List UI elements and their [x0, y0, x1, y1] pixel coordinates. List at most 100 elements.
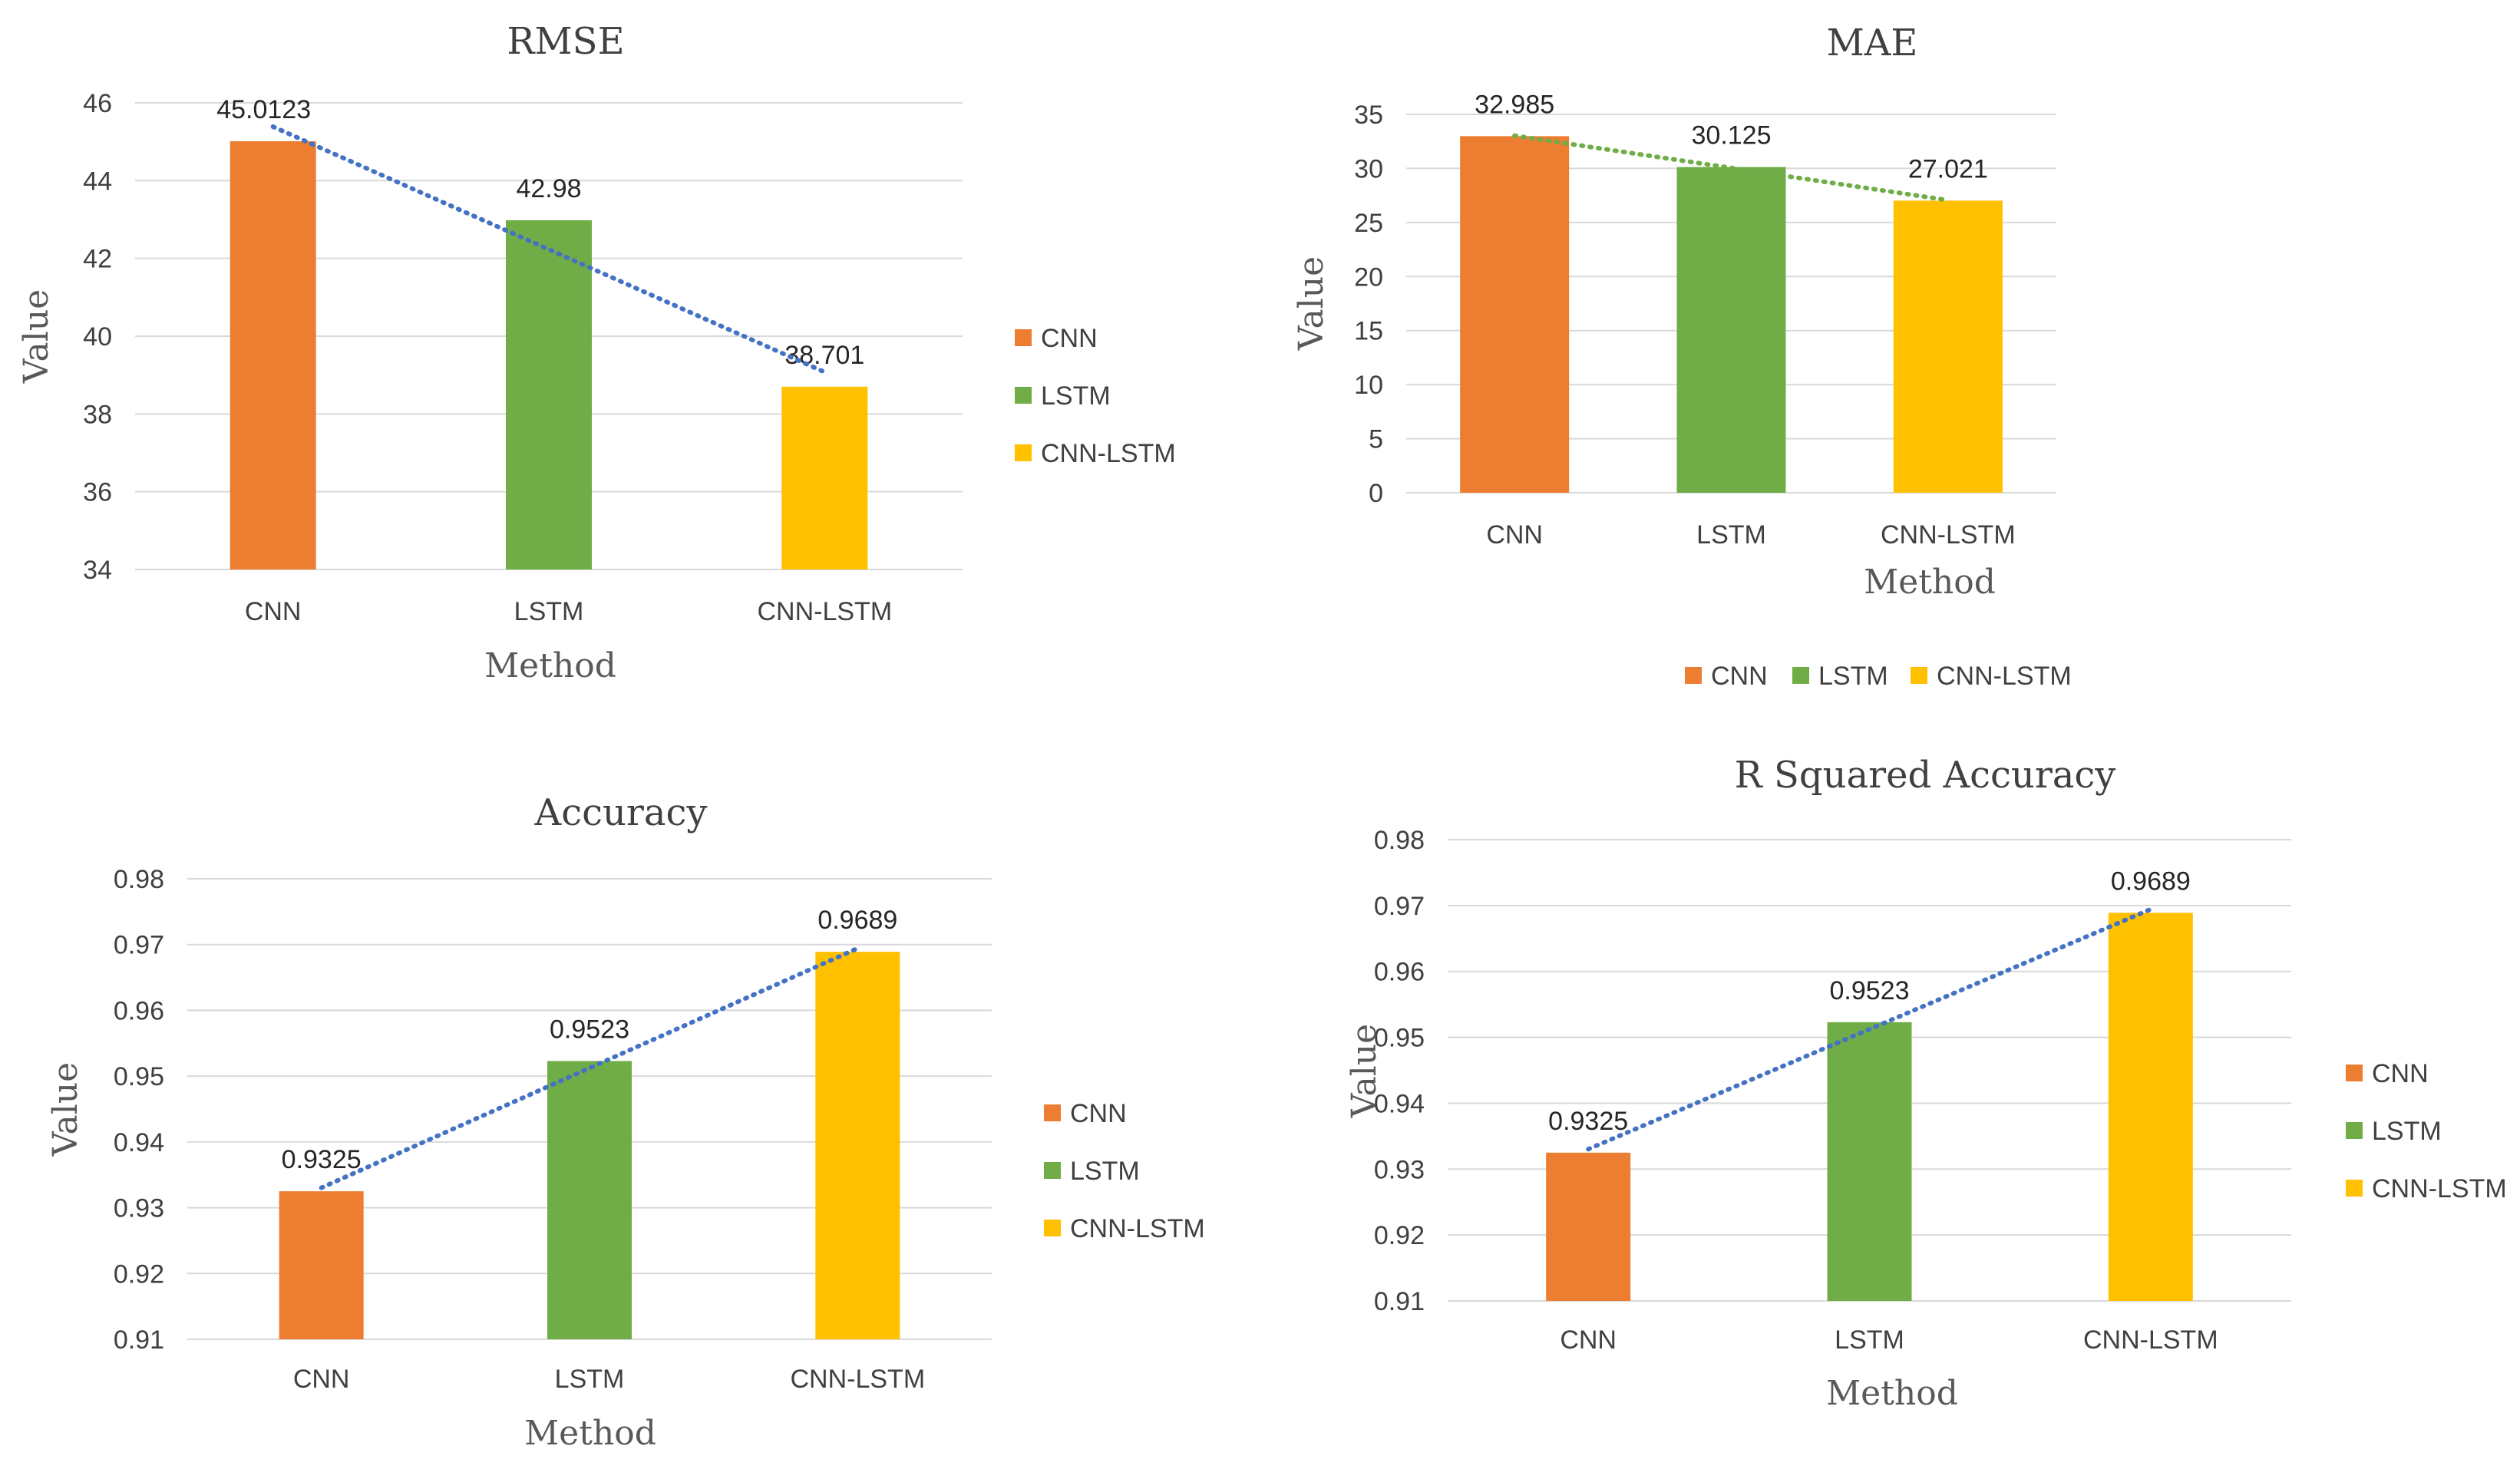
y-tick-label: 0.94: [1374, 1089, 1425, 1118]
data-label: 27.021: [1908, 154, 1988, 183]
y-tick-label: 0.91: [1374, 1287, 1425, 1316]
legend-label: CNN-LSTM: [1937, 662, 2072, 691]
legend-label: CNN-LSTM: [1041, 439, 1176, 468]
legend-label: CNN-LSTM: [1070, 1214, 1205, 1243]
bar-cnn-lstm: [815, 952, 900, 1339]
y-tick-label: 34: [83, 556, 112, 585]
y-tick-label: 0.96: [1374, 958, 1425, 987]
y-tick-label: 0.95: [1374, 1024, 1425, 1053]
bar-lstm: [1676, 167, 1786, 494]
legend: CNN LSTM CNN-LSTM: [1685, 662, 2072, 691]
y-tick-label: 20: [1354, 262, 1383, 292]
chart-title: R Squared Accuracy: [1735, 754, 2116, 797]
x-axis-label: Method: [484, 646, 616, 685]
x-tick-label: CNN-LSTM: [790, 1365, 925, 1394]
legend-swatch-lstm: [2346, 1122, 2363, 1139]
legend-label: LSTM: [1041, 381, 1111, 411]
y-tick-label: 38: [83, 400, 112, 429]
x-tick-label: LSTM: [1696, 520, 1766, 550]
y-tick-label: 40: [83, 322, 112, 352]
data-label: 38.701: [784, 341, 864, 370]
y-tick-label: 10: [1354, 371, 1383, 400]
legend-swatch-cnn: [1015, 329, 1032, 346]
legend-swatch-cnn: [1685, 667, 1702, 684]
data-label: 0.9523: [550, 1015, 629, 1044]
legend-swatch-lstm: [1015, 387, 1032, 404]
y-tick-label: 0.96: [114, 996, 164, 1025]
y-tick-label: 0.93: [1374, 1155, 1425, 1184]
x-tick-label: LSTM: [514, 597, 584, 626]
y-tick-label: 0.92: [1374, 1221, 1425, 1250]
y-tick-label: 15: [1354, 317, 1383, 346]
y-tick-label: 0.97: [1374, 892, 1425, 921]
bar-cnn: [230, 141, 316, 570]
legend-label: CNN: [2372, 1059, 2429, 1088]
x-tick-label: CNN-LSTM: [2083, 1325, 2218, 1355]
bar-cnn-lstm: [781, 386, 868, 569]
bar-cnn: [1460, 136, 1570, 493]
data-label: 45.0123: [216, 95, 311, 124]
legend-label: LSTM: [2372, 1117, 2442, 1146]
chart-r-squared-accuracy: R Squared Accuracy 0.91 0.92 0.93 0.94 0.95 0.…: [1345, 754, 2507, 1413]
x-tick-label: LSTM: [1835, 1325, 1904, 1355]
y-tick-label: 0.98: [1374, 826, 1425, 855]
legend: CNN LSTM CNN-LSTM: [1044, 1099, 1205, 1243]
legend-label: CNN: [1711, 662, 1768, 691]
x-tick-label: CNN-LSTM: [757, 597, 892, 626]
y-tick-label: 0.92: [114, 1259, 164, 1289]
x-tick-label: CNN-LSTM: [1881, 520, 2016, 550]
data-label: 0.9325: [1548, 1107, 1628, 1136]
legend-label: LSTM: [1818, 662, 1888, 691]
legend-swatch-lstm: [1792, 667, 1809, 684]
y-tick-label: 25: [1354, 209, 1383, 238]
y-tick-label: 0.97: [114, 931, 164, 960]
y-tick-label: 0: [1369, 479, 1383, 508]
bar-cnn: [279, 1191, 364, 1339]
y-tick-label: 0.95: [114, 1062, 164, 1091]
trendline: [270, 124, 827, 375]
y-axis-label: Value: [46, 1062, 85, 1157]
trendline: [1586, 906, 2153, 1152]
legend-swatch-cnn-lstm: [1911, 667, 1927, 684]
bar-lstm: [547, 1061, 632, 1339]
data-label: 32.985: [1475, 90, 1554, 119]
legend-swatch-lstm: [1044, 1162, 1061, 1179]
x-tick-label: LSTM: [555, 1365, 625, 1394]
chart-rmse: RMSE 34 36 38 40 42 44 46 CNN 45.0123 LSTM 42.98 CNN…: [17, 20, 1176, 685]
y-tick-label: 0.91: [114, 1325, 164, 1355]
data-label: 42.98: [516, 174, 581, 203]
chart-title: RMSE: [507, 20, 624, 63]
y-tick-label: 44: [83, 167, 112, 196]
y-axis-label: Value: [17, 289, 56, 384]
x-tick-label: CNN: [1560, 1325, 1617, 1355]
data-label: 0.9689: [2111, 867, 2191, 896]
y-tick-label: 30: [1354, 154, 1383, 183]
data-label: 0.9325: [282, 1145, 362, 1174]
y-axis-label: Value: [1345, 1024, 1384, 1118]
x-axis-label: Method: [1864, 563, 1996, 602]
legend-swatch-cnn: [2346, 1065, 2363, 1081]
legend-swatch-cnn: [1044, 1104, 1061, 1121]
bar-cnn-lstm: [1893, 200, 2003, 493]
legend: CNN LSTM CNN-LSTM: [1015, 324, 1176, 468]
legend-label: CNN: [1070, 1099, 1127, 1128]
bar-cnn-lstm: [2108, 913, 2193, 1301]
y-tick-label: 36: [83, 478, 112, 507]
legend-swatch-cnn-lstm: [2346, 1180, 2363, 1197]
y-axis-label: Value: [1292, 256, 1331, 351]
bar-cnn: [1546, 1152, 1631, 1301]
bar-lstm: [506, 220, 592, 569]
legend-label: CNN: [1041, 324, 1098, 353]
chart-accuracy: Accuracy 0.91 0.92 0.93 0.94 0.95 0.96 0.97 0.98…: [46, 791, 1205, 1453]
legend: CNN LSTM CNN-LSTM: [2346, 1059, 2507, 1203]
x-tick-label: CNN: [293, 1365, 350, 1394]
legend-swatch-cnn-lstm: [1015, 444, 1032, 461]
x-tick-label: CNN: [1486, 520, 1543, 550]
data-label: 0.9523: [1830, 976, 1910, 1005]
x-axis-label: Method: [1826, 1374, 1958, 1413]
chart-title: Accuracy: [534, 791, 708, 834]
legend-swatch-cnn-lstm: [1044, 1220, 1061, 1236]
trendline: [1512, 133, 1950, 203]
legend-label: CNN-LSTM: [2372, 1174, 2507, 1203]
